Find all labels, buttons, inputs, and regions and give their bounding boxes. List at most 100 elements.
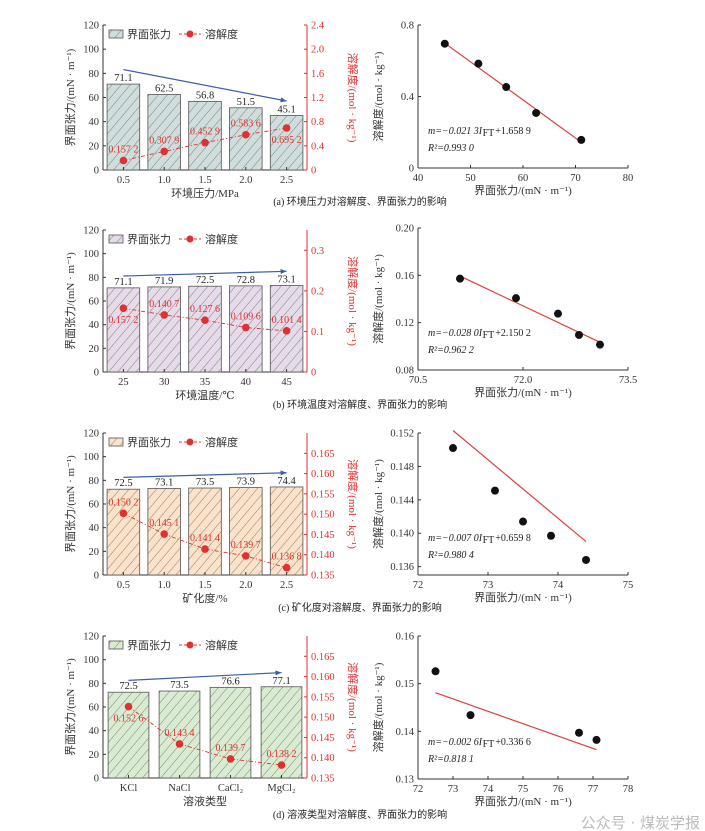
- r-squared: R²=0.980 4: [427, 550, 474, 561]
- scatter-chart-c: 0.136 0.140 0.144 0.148 0.152 72 73 74 75 溶解度/(mo…: [371, 429, 633, 605]
- x-tick-label: 0.5: [117, 580, 130, 591]
- fit-line: [444, 42, 582, 143]
- y-tick-label: 0.16: [396, 632, 414, 643]
- solubility-value-label: 0.150 2: [108, 497, 138, 508]
- solubility-point: [277, 761, 286, 769]
- x-axis-label: 界面张力/(mN · m⁻¹): [474, 386, 572, 399]
- bar: [147, 286, 181, 373]
- x-tick-label: 35: [200, 377, 211, 388]
- x-tick-label: 1.0: [158, 580, 171, 591]
- legend-label: 界面张力: [127, 233, 171, 246]
- x-tick-label: 77: [588, 784, 599, 795]
- y-tick-label: 80: [89, 476, 100, 487]
- y2-tick-label: 0.140: [311, 550, 335, 561]
- y2-tick-label: 0: [311, 166, 316, 177]
- bar-value-label: 73.1: [155, 477, 173, 488]
- fit-equation-intercept: +0.659 8: [495, 533, 531, 544]
- y-tick-label: 0.12: [396, 318, 414, 329]
- bar-value-label: 45.1: [277, 105, 295, 116]
- y2-tick-label: 0.155: [311, 692, 335, 703]
- y2-tick-label: 0.165: [311, 449, 335, 460]
- x-tick-label: 73.5: [619, 375, 637, 386]
- bar: [269, 486, 304, 576]
- x-axis-label: 界面张力/(mN · m⁻¹): [474, 184, 572, 197]
- y-tick-label: 0.8: [401, 21, 414, 32]
- trend-arrow: [123, 68, 287, 102]
- x-tick-label: 75: [518, 784, 529, 795]
- bar-value-label: 72.5: [196, 275, 214, 286]
- data-point: [582, 555, 590, 564]
- x-tick-label: 70: [570, 173, 581, 184]
- y-tick-label: 0: [94, 571, 99, 582]
- bar-value-label: 73.5: [196, 477, 214, 488]
- solubility-point: [160, 311, 168, 319]
- y2-tick-label: 2.4: [311, 21, 325, 32]
- bar: [188, 487, 222, 576]
- y2-tick-label: 0.145: [311, 530, 335, 541]
- solubility-value-label: 0.101 4: [272, 315, 302, 326]
- caption: (a) 环境压力对溶解度、界面张力的影响: [273, 195, 447, 208]
- x-axis-label: 界面张力/(mN · m⁻¹): [474, 795, 572, 808]
- y-tick-label: 0.148: [390, 462, 414, 473]
- y-axis-label: 溶解度/(mol · kg⁻¹): [371, 254, 385, 344]
- solubility-point: [242, 130, 250, 139]
- trend-arrow: [123, 270, 287, 277]
- y-tick-label: 20: [89, 141, 100, 152]
- x-tick-label: 2.5: [280, 580, 293, 591]
- data-point: [491, 486, 499, 495]
- y2-tick-label: 0.150: [311, 713, 335, 724]
- solubility-point: [119, 156, 128, 165]
- arrow-head-icon: [275, 670, 282, 676]
- x-tick-label: 30: [159, 377, 170, 388]
- trend-arrow: [123, 472, 287, 478]
- x-tick-label: KCl: [120, 783, 138, 794]
- y2-tick-label: 0: [311, 368, 316, 379]
- solubility-point: [160, 147, 168, 156]
- solubility-point: [282, 327, 291, 335]
- solubility-value-label: 0.157 2: [108, 145, 138, 156]
- y-axis-label: 界面张力/(mN · m⁻¹): [64, 658, 77, 756]
- data-point: [547, 531, 555, 540]
- y-tick-label: 0: [94, 368, 99, 379]
- y-tick-label: 40: [89, 117, 100, 128]
- solubility-point: [201, 316, 209, 325]
- y-tick-label: 0: [409, 164, 414, 175]
- legend-label: 溶解度: [205, 27, 238, 41]
- bar-chart-a: 0 20 40 60 80 100 120 0 0.4 0.8 1.2 1.6 2.0 2.4 界面张力/(…: [64, 21, 447, 209]
- data-point: [502, 83, 511, 92]
- bar-value-label: 71.1: [114, 277, 132, 288]
- fit-line: [435, 692, 597, 751]
- y-tick-label: 100: [83, 249, 99, 260]
- y2-axis-label: 溶解度/(mol · kg⁻¹): [346, 662, 360, 752]
- y2-tick-label: 0.160: [311, 672, 335, 683]
- data-point: [575, 728, 583, 737]
- bar-value-label: 72.5: [119, 681, 137, 692]
- solubility-point: [242, 552, 250, 560]
- trend-arrow: [128, 671, 282, 681]
- x-tick-label: 45: [281, 377, 292, 388]
- bar-value-label: 73.9: [237, 477, 255, 488]
- caption: (c) 矿化度对溶解度、界面张力的影响: [278, 601, 442, 614]
- x-axis-label: 矿化度/%: [182, 591, 227, 605]
- bar: [209, 686, 252, 779]
- solubility-point: [119, 509, 128, 518]
- x-tick-label: 2.0: [239, 175, 252, 186]
- solubility-line: [123, 512, 287, 569]
- y-tick-label: 0.144: [390, 495, 414, 506]
- y-tick-label: 60: [89, 93, 100, 104]
- solubility-value-label: 0.138 2: [267, 749, 297, 760]
- fit-equation-subscript: FT: [483, 128, 495, 139]
- bar: [188, 285, 222, 373]
- bar-value-label: 62.5: [155, 83, 173, 94]
- solubility-point: [175, 740, 184, 748]
- bar-value-label: 72.8: [237, 275, 255, 286]
- y-tick-label: 0: [94, 166, 99, 177]
- y2-tick-label: 0.160: [311, 469, 335, 480]
- bar-value-label: 73.1: [277, 274, 295, 285]
- y-tick-label: 0: [94, 774, 99, 785]
- bar-chart-d: 0 20 40 60 80 100 120 0.135 0.140 0.145 0.150 0.155…: [64, 632, 447, 822]
- solubility-point: [201, 545, 209, 553]
- y-tick-label: 100: [83, 45, 99, 56]
- data-point: [449, 444, 457, 453]
- y-tick-label: 80: [89, 69, 100, 80]
